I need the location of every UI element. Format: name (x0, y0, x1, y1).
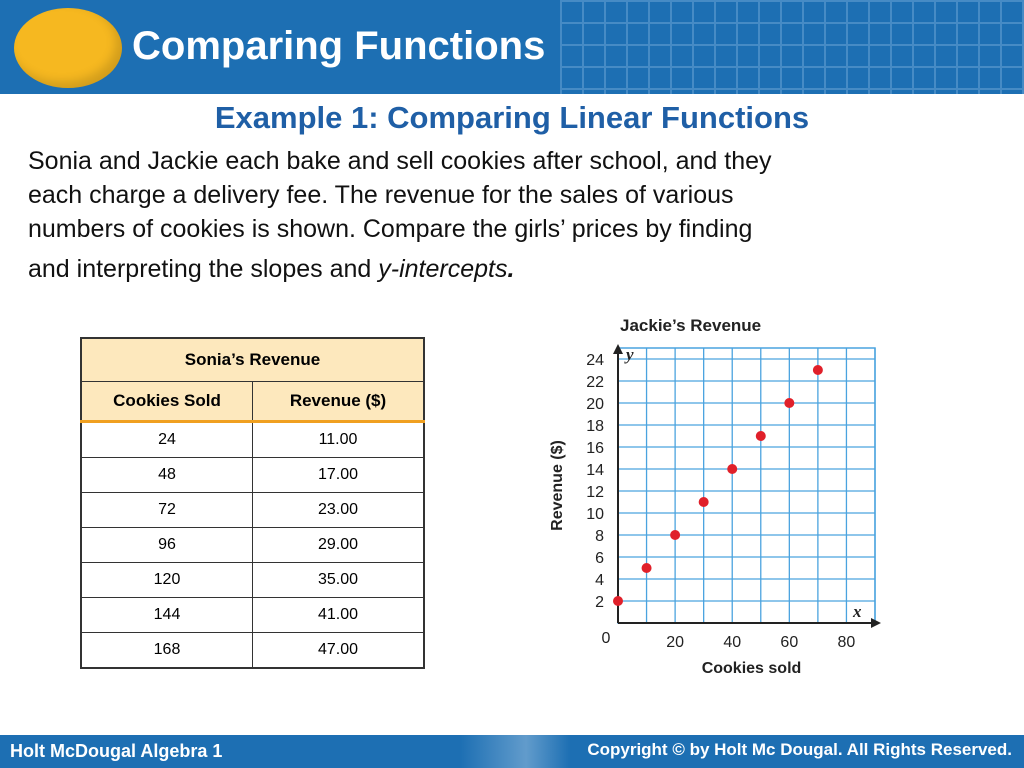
cookies-cell: 24 (80, 421, 253, 458)
example-title: Example 1: Comparing Linear Functions (214, 100, 810, 135)
x-axis-letter: x (852, 602, 862, 621)
header-bar: Comparing Functions (0, 0, 1024, 94)
cookies-cell: 168 (80, 632, 253, 669)
revenue-cell: 29.00 (252, 527, 425, 563)
y-tick-label: 2 (595, 594, 604, 611)
column-header-revenue: Revenue ($) (252, 381, 425, 423)
revenue-cell: 11.00 (252, 421, 425, 458)
problem-line-4-end: . (507, 255, 515, 283)
y-tick-label: 18 (586, 418, 604, 435)
table-row: 24 11.00 (80, 421, 425, 458)
table-row: 120 35.00 (80, 562, 425, 598)
y-tick-label: 12 (586, 484, 604, 501)
y-tick-label: 14 (586, 462, 604, 479)
y-intercepts-term: y-intercepts (378, 255, 508, 283)
chart-axes (613, 344, 881, 628)
data-point (670, 530, 681, 540)
table-title: Sonia’s Revenue (80, 337, 425, 382)
data-point (784, 398, 795, 408)
x-tick-label: 80 (838, 634, 856, 651)
problem-line-4-start: and interpreting the slopes and (28, 255, 379, 283)
problem-line-3: numbers of cookies is shown. Compare the… (28, 215, 753, 243)
y-tick-label: 8 (595, 528, 604, 545)
y-tick-label: 4 (595, 572, 604, 589)
table-row: 168 47.00 (80, 632, 425, 669)
y-tick-label: 22 (586, 374, 604, 391)
slide-title: Comparing Functions (132, 24, 546, 68)
chart-grid (617, 347, 876, 624)
problem-line-4: and interpreting the slopes and y-interc… (28, 252, 998, 286)
x-tick-label: 60 (780, 634, 798, 651)
chart-title: Jackie’s Revenue (620, 316, 762, 335)
table-row: 144 41.00 (80, 597, 425, 633)
table-row: 48 17.00 (80, 457, 425, 493)
data-point (727, 464, 738, 474)
data-point (641, 563, 652, 573)
y-tick-label: 16 (586, 440, 604, 457)
cookies-cell: 144 (80, 597, 253, 633)
plot-border (617, 347, 876, 624)
footer-course: Holt McDougal Algebra 1 (10, 741, 223, 761)
data-point (698, 497, 709, 507)
x-axis-arrow (871, 618, 881, 628)
footer-bar: Holt McDougal Algebra 1 Copyright © by H… (0, 735, 1024, 768)
y-tick-label: 20 (586, 396, 604, 413)
origin-label: 0 (602, 630, 611, 647)
sonia-revenue-table: Sonia’s Revenue Cookies Sold Revenue ($)… (80, 337, 425, 669)
revenue-cell: 47.00 (252, 632, 425, 669)
problem-text: Sonia and Jackie each bake and sell cook… (28, 144, 998, 286)
problem-line-2: each charge a delivery fee. The revenue … (28, 181, 734, 209)
chart-points (613, 365, 823, 606)
y-axis-label: Revenue ($) (549, 440, 566, 531)
data-point (613, 596, 623, 606)
y-axis-letter: y (624, 345, 634, 364)
cookies-cell: 72 (80, 492, 253, 528)
cookies-cell: 120 (80, 562, 253, 598)
cookies-cell: 96 (80, 527, 253, 563)
data-point (812, 365, 823, 375)
y-tick-label: 10 (586, 506, 604, 523)
problem-line-1: Sonia and Jackie each bake and sell cook… (28, 147, 772, 175)
revenue-cell: 17.00 (252, 457, 425, 493)
y-tick-label: 24 (586, 352, 604, 369)
table-row: 96 29.00 (80, 527, 425, 563)
footer-copyright: Copyright © by Holt Mc Dougal. All Right… (587, 740, 1012, 759)
revenue-cell: 35.00 (252, 562, 425, 598)
table-row: 72 23.00 (80, 492, 425, 528)
x-tick-label: 20 (666, 634, 684, 651)
revenue-cell: 41.00 (252, 597, 425, 633)
y-axis-arrow (613, 344, 623, 354)
data-point (755, 431, 766, 441)
column-header-cookies: Cookies Sold (80, 381, 253, 423)
y-tick-label: 6 (595, 550, 604, 567)
header-grid-pattern (560, 0, 1024, 94)
x-tick-label: 40 (723, 634, 741, 651)
revenue-cell: 23.00 (252, 492, 425, 528)
logo-oval (14, 8, 122, 88)
x-axis-label: Cookies sold (702, 660, 802, 677)
cookies-cell: 48 (80, 457, 253, 493)
footer-highlight (460, 735, 570, 768)
